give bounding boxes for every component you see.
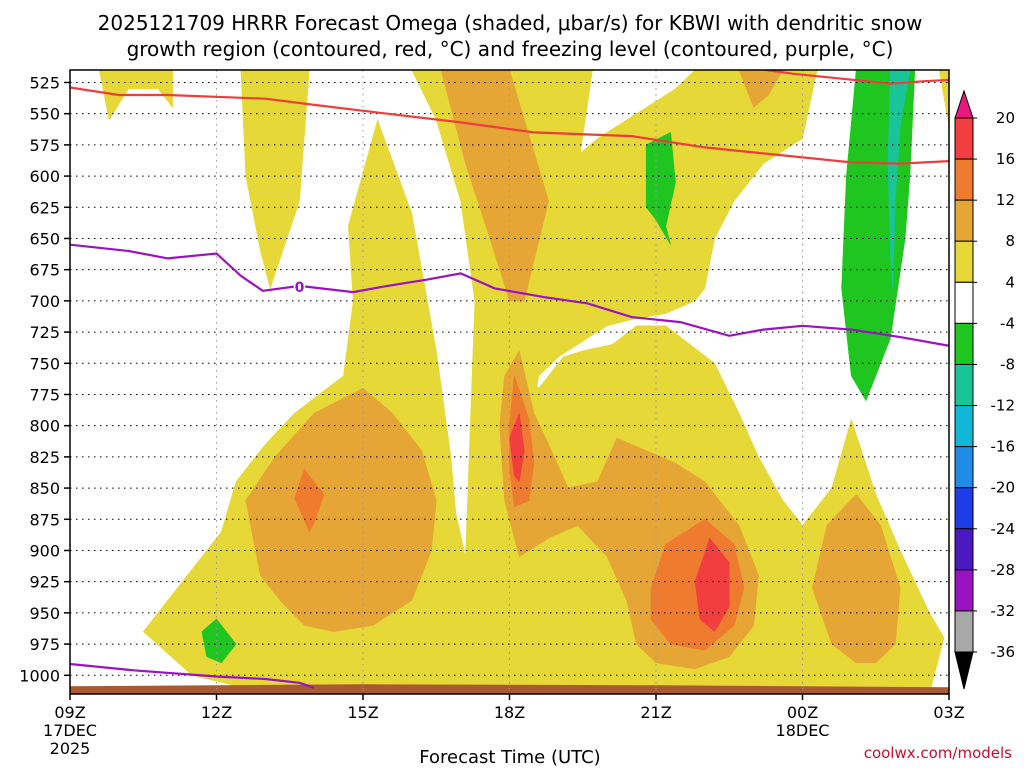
- x-tick-label-21Z: 21Z: [640, 703, 671, 722]
- x-tick-label-15Z: 15Z: [347, 703, 378, 722]
- colorbar-label-1: 16: [996, 150, 1015, 168]
- y-tick-label-925: 925: [29, 573, 60, 592]
- x-tick-label-03Z: 03Z: [933, 703, 964, 722]
- omega-region-16-15: [694, 537, 730, 633]
- colorbar-bin-5: [954, 322, 974, 365]
- colorbar-top-arrow: [954, 89, 974, 119]
- colorbar-bin-0: [954, 117, 974, 160]
- omega-region--8-19: [887, 70, 911, 289]
- colorbar-label-0: 20: [996, 109, 1015, 127]
- colorbar-bin-4: [954, 281, 974, 324]
- colorbar-label-3: 8: [1005, 232, 1015, 250]
- omega-region-4-4: [938, 70, 949, 127]
- omega-region--4-18: [201, 618, 237, 664]
- colorbar-bin-3: [954, 240, 974, 283]
- colorbar-label-13: -36: [991, 643, 1016, 661]
- dgz-contour-0: [70, 86, 949, 165]
- colorbar-label-9: -20: [991, 479, 1016, 497]
- x-tick-label-18Z: 18Z: [494, 703, 525, 722]
- colorbar-label-11: -28: [991, 561, 1016, 579]
- colorbar-label-4: 4: [1005, 273, 1015, 291]
- x-tick-date-00Z: 18DEC: [776, 721, 830, 740]
- y-tick-label-600: 600: [29, 167, 60, 186]
- colorbar-bin-10: [954, 528, 974, 571]
- omega-region-8-10: [811, 493, 901, 664]
- freezing-level-contour-upper: [70, 243, 949, 347]
- y-tick-label-525: 525: [29, 73, 60, 92]
- colorbar-label-12: -32: [991, 602, 1016, 620]
- y-tick-label-900: 900: [29, 541, 60, 560]
- colorbar-bin-7: [954, 405, 974, 448]
- colorbar-label-10: -24: [991, 520, 1016, 538]
- y-tick-label-625: 625: [29, 198, 60, 217]
- y-tick-label-650: 650: [29, 229, 60, 248]
- x-axis-label: Forecast Time (UTC): [419, 747, 600, 768]
- omega-shading: [70, 70, 949, 694]
- omega-region--4-16: [645, 131, 676, 245]
- colorbar: 20 16 12 8 4 -4 -8 -12 -16 -20 -24 -28 -32 -36: [954, 89, 1016, 690]
- y-tick-label-700: 700: [29, 292, 60, 311]
- contour-lines: 0: [70, 70, 949, 689]
- y-tick-label-975: 975: [29, 635, 60, 654]
- colorbar-bin-12: [954, 610, 974, 653]
- x-tick-label-12Z: 12Z: [201, 703, 232, 722]
- grid-lines: [70, 70, 949, 694]
- credit-text: coolwx.com/models: [864, 744, 1012, 762]
- y-axis: 525 550 575 600 625 650 675 700 725 750 775 800 825 8…: [19, 73, 70, 685]
- colorbar-label-6: -8: [1000, 355, 1015, 373]
- x-tick-label-09Z: 09Z: [54, 703, 85, 722]
- y-tick-label-1000: 1000: [19, 666, 60, 685]
- y-tick-label-825: 825: [29, 448, 60, 467]
- x-tick-year-09Z: 2025: [50, 739, 91, 758]
- y-tick-label-675: 675: [29, 261, 60, 280]
- y-tick-label-875: 875: [29, 510, 60, 529]
- y-tick-label-575: 575: [29, 136, 60, 155]
- omega-region-12-11: [294, 468, 325, 533]
- omega-region-8-7: [738, 70, 784, 108]
- chart-title-line-1: 2025121709 HRRR Forecast Omega (shaded, …: [98, 11, 923, 35]
- omega-region--4-17: [841, 70, 916, 402]
- colorbar-bin-1: [954, 158, 974, 201]
- omega-region-4-1: [240, 70, 310, 290]
- y-tick-label-550: 550: [29, 105, 60, 124]
- colorbar-label-8: -16: [991, 438, 1016, 456]
- y-tick-label-850: 850: [29, 479, 60, 498]
- y-tick-label-775: 775: [29, 385, 60, 404]
- y-tick-label-800: 800: [29, 417, 60, 436]
- colorbar-bin-6: [954, 363, 974, 407]
- freezing-level-contour-lower: [70, 662, 315, 689]
- chart-title-line-2: growth region (contoured, red, °C) and f…: [127, 37, 894, 61]
- dgz-contour-1: [758, 70, 949, 85]
- freezing-level-label: 0: [295, 280, 305, 296]
- colorbar-bin-9: [954, 487, 974, 530]
- y-tick-label-950: 950: [29, 604, 60, 623]
- colorbar-bin-11: [954, 569, 974, 612]
- x-tick-label-00Z: 00Z: [787, 703, 818, 722]
- colorbar-bin-8: [954, 446, 974, 489]
- y-tick-label-725: 725: [29, 323, 60, 342]
- x-tick-date-09Z: 17DEC: [43, 721, 97, 740]
- colorbar-label-5: -4: [1000, 314, 1015, 332]
- colorbar-label-7: -12: [991, 397, 1016, 415]
- colorbar-bottom-arrow: [954, 651, 974, 690]
- y-tick-label-750: 750: [29, 354, 60, 373]
- colorbar-label-2: 12: [996, 191, 1015, 209]
- omega-region-8-6: [440, 70, 549, 302]
- colorbar-bin-2: [954, 199, 974, 242]
- omega-region-16-14: [509, 413, 525, 483]
